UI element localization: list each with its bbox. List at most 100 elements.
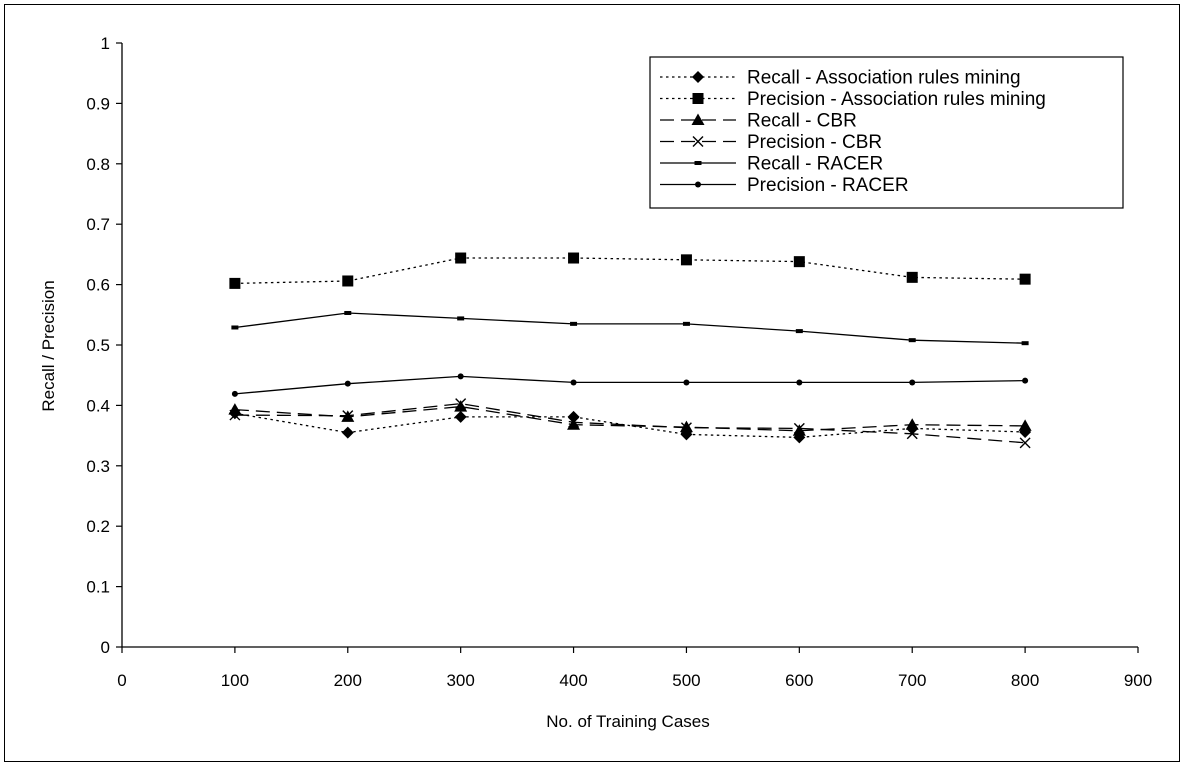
y-tick-label: 0.2	[86, 517, 110, 536]
data-point-marker	[682, 321, 690, 326]
x-tick-label: 800	[1011, 671, 1039, 690]
data-point-marker	[454, 400, 468, 412]
legend-item: Recall - CBR	[660, 111, 857, 132]
x-marker-stroke	[680, 422, 692, 434]
x-marker-stroke	[342, 410, 354, 422]
data-point-marker	[341, 426, 354, 439]
y-tick-label: 0	[101, 638, 110, 657]
data-point-marker	[909, 379, 916, 386]
series-line	[234, 375, 1026, 395]
legend-item: Precision - Association rules mining	[660, 89, 1046, 110]
legend-item: Precision - RACER	[660, 175, 909, 196]
x-axis-title: No. of Training Cases	[546, 712, 709, 731]
data-point-marker	[342, 410, 354, 422]
legend-label: Recall - Association rules mining	[747, 68, 1021, 89]
series-2	[229, 252, 1031, 289]
data-point-marker	[457, 316, 465, 321]
data-point-marker	[568, 252, 580, 264]
legend-swatch-marker	[692, 136, 704, 147]
y-tick-label: 0.3	[86, 457, 110, 476]
data-point-marker	[1018, 419, 1032, 431]
y-tick-label: 0.4	[86, 396, 110, 415]
data-point-marker	[454, 410, 467, 423]
x-tick-label: 200	[334, 671, 362, 690]
series-line	[234, 405, 1026, 432]
legend-item: Recall - RACER	[660, 154, 883, 175]
data-point-marker	[229, 409, 241, 421]
data-point-marker	[908, 338, 916, 343]
x-marker-stroke	[906, 428, 918, 440]
data-point-marker	[1022, 377, 1029, 384]
x-marker-stroke	[692, 136, 704, 147]
legend-label: Precision - Association rules mining	[747, 89, 1046, 110]
data-point-marker	[906, 428, 918, 440]
data-point-marker	[568, 416, 580, 428]
series-6	[231, 373, 1029, 397]
legend-box	[649, 56, 1124, 209]
data-point-marker	[680, 254, 692, 266]
x-marker-stroke	[568, 416, 580, 428]
series-4	[229, 398, 1031, 449]
data-point-marker	[679, 420, 693, 433]
data-point-marker	[228, 403, 242, 415]
data-point-marker	[683, 379, 690, 386]
y-tick-label: 0.6	[86, 276, 110, 295]
data-point-marker	[1019, 273, 1031, 285]
data-point-marker	[344, 310, 352, 315]
data-point-marker	[792, 424, 806, 436]
data-point-marker	[231, 325, 239, 330]
axes: 0 0.1 0.2 0.3 0.4 0.5 0.6 0.7 0.8 0.9 1 0 100 200 300 4…	[86, 34, 1152, 690]
series-line	[234, 257, 1026, 285]
x-tick-label: 0	[117, 671, 126, 690]
legend-label: Recall - CBR	[747, 111, 857, 132]
x-tick-label: 600	[785, 671, 813, 690]
data-point-marker	[457, 373, 464, 380]
y-tick-label: 0.9	[86, 94, 110, 113]
x-tick-label: 700	[898, 671, 926, 690]
series-line	[234, 312, 1026, 344]
y-tick-label: 0.8	[86, 155, 110, 174]
data-point-marker	[796, 379, 803, 386]
x-marker-stroke	[1019, 437, 1031, 449]
legend-swatch-marker	[694, 161, 702, 165]
legend-swatch-marker	[695, 181, 701, 188]
data-point-marker	[680, 422, 692, 434]
legend-item: Recall - Association rules mining	[660, 68, 1021, 89]
y-axis-title: Recall / Precision	[39, 280, 58, 411]
series-line	[234, 402, 1026, 444]
x-tick-label: 500	[672, 671, 700, 690]
data-point-marker	[1021, 341, 1029, 346]
y-tick-label: 0.1	[86, 578, 110, 597]
legend-item: Precision - CBR	[660, 132, 882, 153]
data-point-marker	[793, 256, 805, 268]
x-marker-stroke	[229, 409, 241, 421]
legend-swatch-marker	[692, 71, 704, 83]
data-point-marker	[455, 252, 467, 264]
series-line	[234, 412, 1026, 439]
y-tick-label: 0.7	[86, 215, 110, 234]
y-tick-label: 1	[101, 34, 110, 53]
data-point-marker	[906, 271, 918, 283]
legend-swatch-marker	[692, 93, 704, 104]
data-point-marker	[567, 418, 581, 430]
data-point-marker	[455, 398, 467, 410]
data-point-marker	[795, 329, 803, 334]
series-5	[231, 310, 1029, 346]
data-point-marker	[1019, 437, 1031, 449]
data-point-marker	[229, 277, 241, 289]
x-tick-label: 900	[1124, 671, 1152, 690]
data-point-marker	[344, 380, 351, 387]
data-point-marker	[905, 418, 919, 430]
data-point-marker	[570, 321, 578, 326]
data-point-marker	[342, 275, 354, 287]
legend-label: Precision - RACER	[747, 175, 909, 196]
x-tick-label: 400	[559, 671, 587, 690]
x-marker-stroke	[455, 398, 467, 410]
y-tick-label: 0.5	[86, 336, 110, 355]
data-point-marker	[231, 390, 238, 397]
legend-swatch-marker	[691, 113, 705, 125]
x-marker-stroke	[793, 422, 805, 434]
data-point-marker	[793, 422, 805, 434]
legend-label: Precision - CBR	[747, 132, 882, 153]
